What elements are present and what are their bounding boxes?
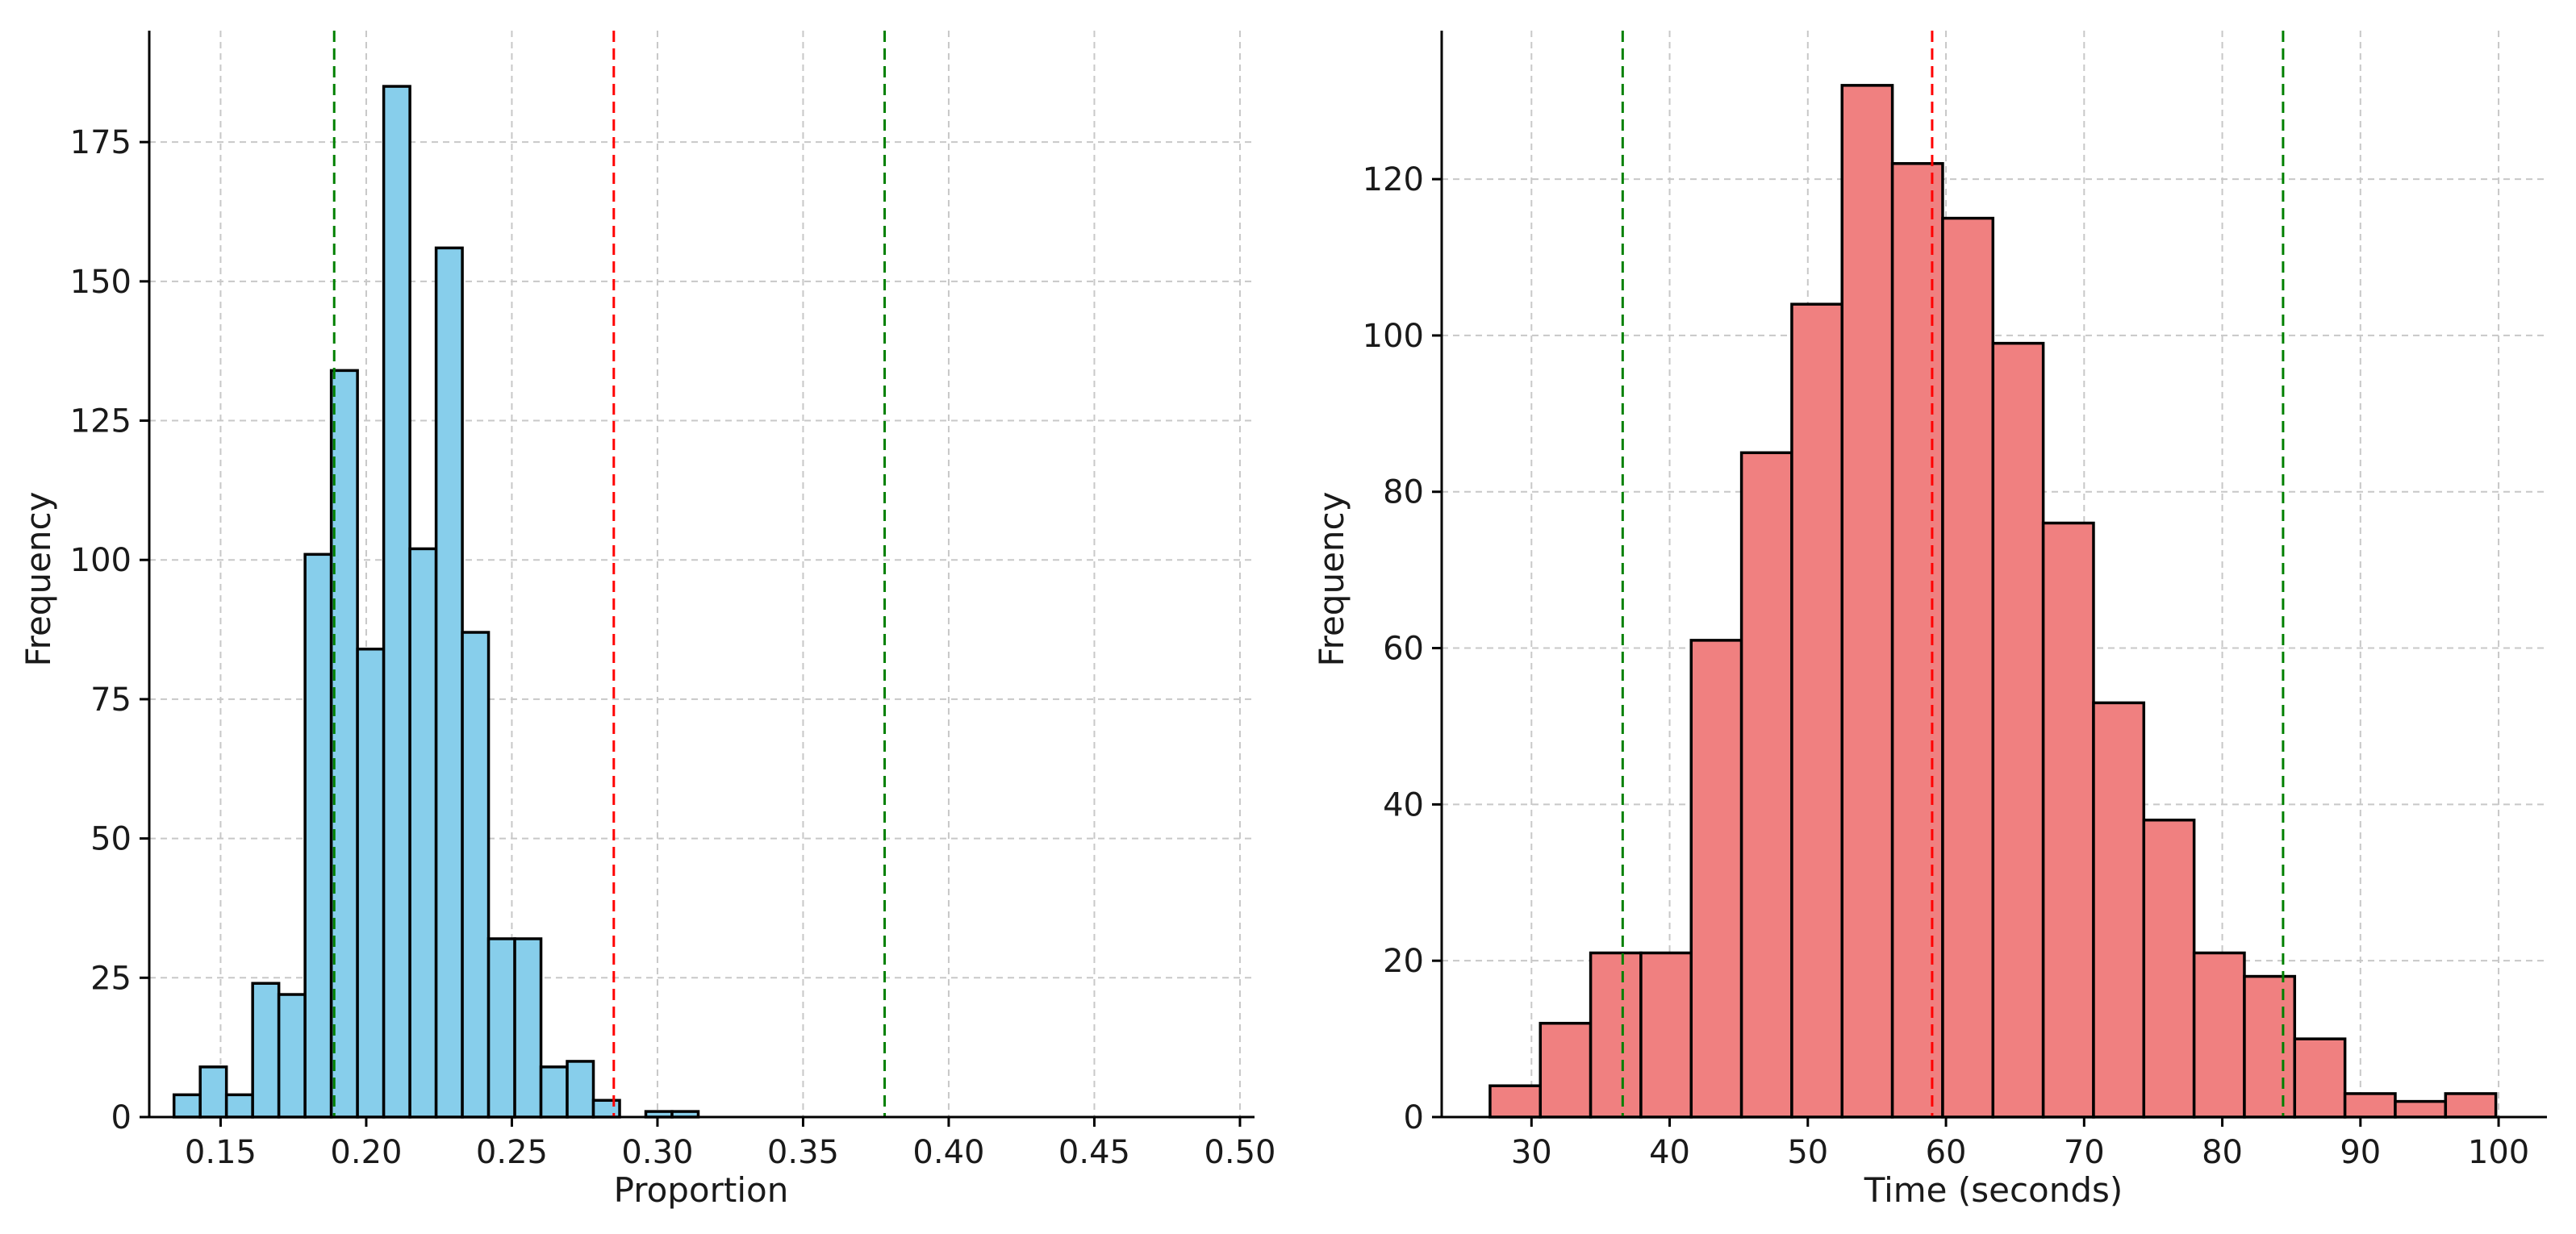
bar-time-18 xyxy=(2394,1099,2448,1119)
y-tick-label-time-2: 40 xyxy=(1383,786,1424,823)
bar-proportion-5 xyxy=(303,552,333,1119)
x-tick-label-proportion-1: 0.20 xyxy=(330,1134,402,1171)
reference-lines-proportion xyxy=(332,31,887,1117)
y-axis-label-proportion: Frequency xyxy=(19,492,58,667)
x-tick-label-proportion-0: 0.15 xyxy=(185,1134,257,1171)
bar-proportion-15 xyxy=(566,1060,595,1119)
bar-time-4 xyxy=(1689,639,1743,1119)
bar-time-19 xyxy=(2444,1092,2498,1119)
y-tick-label-time-0: 0 xyxy=(1404,1099,1424,1136)
x-tick-label-time-3: 60 xyxy=(1926,1134,1967,1171)
bar-time-16 xyxy=(2293,1037,2347,1119)
bar-time-9 xyxy=(1941,216,1995,1119)
bar-time-7 xyxy=(1840,84,1894,1119)
bar-time-5 xyxy=(1739,451,1793,1119)
bar-proportion-0 xyxy=(172,1093,202,1119)
x-axis-label-time: Time (seconds) xyxy=(1864,1170,2123,1210)
bar-time-14 xyxy=(2192,951,2246,1119)
x-axis-label-proportion: Proportion xyxy=(614,1170,789,1210)
bar-proportion-14 xyxy=(539,1065,569,1119)
bar-proportion-1 xyxy=(198,1065,228,1119)
bar-proportion-16 xyxy=(591,1099,621,1119)
x-tick-label-proportion-4: 0.35 xyxy=(767,1134,839,1171)
bar-proportion-3 xyxy=(251,982,281,1119)
bar-proportion-8 xyxy=(382,85,411,1119)
x-tick-label-proportion-7: 0.50 xyxy=(1204,1134,1275,1171)
bar-proportion-4 xyxy=(277,993,307,1119)
y-tick-label-proportion-5: 125 xyxy=(70,403,132,440)
bar-time-6 xyxy=(1790,302,1844,1119)
ticks-time: 30 40 50 60 70 80 90 100 0 20 40 60 80 100 120 xyxy=(1363,161,2530,1171)
bar-proportion-7 xyxy=(356,648,386,1119)
bar-time-8 xyxy=(1890,161,1944,1119)
y-tick-label-time-1: 20 xyxy=(1383,943,1424,980)
bar-time-12 xyxy=(2092,701,2146,1119)
bar-time-11 xyxy=(2041,521,2095,1119)
x-tick-label-proportion-6: 0.45 xyxy=(1058,1134,1130,1171)
histogram-time: 30 40 50 60 70 80 90 100 0 20 40 60 80 100 120 Time (s… xyxy=(1312,31,2547,1210)
bar-proportion-2 xyxy=(224,1093,254,1119)
axes-time xyxy=(1440,31,2547,1119)
bars-proportion xyxy=(172,85,700,1119)
y-tick-label-time-3: 60 xyxy=(1383,631,1424,668)
x-tick-label-time-4: 70 xyxy=(2064,1134,2105,1171)
x-tick-label-time-7: 100 xyxy=(2468,1134,2529,1171)
ticks-proportion: 0.15 0.20 0.25 0.30 0.35 0.40 0.45 0.50 0 25 50 75 1… xyxy=(70,124,1276,1171)
y-tick-label-proportion-4: 100 xyxy=(70,542,132,579)
x-tick-label-time-0: 30 xyxy=(1511,1134,1552,1171)
bar-proportion-11 xyxy=(461,631,491,1119)
y-axis-label-time: Frequency xyxy=(1312,492,1351,667)
bar-time-0 xyxy=(1488,1084,1543,1119)
x-tick-label-proportion-5: 0.40 xyxy=(912,1134,984,1171)
bar-proportion-12 xyxy=(486,937,516,1119)
y-tick-label-proportion-1: 25 xyxy=(90,960,132,997)
y-tick-label-time-6: 120 xyxy=(1363,161,1424,198)
y-tick-label-time-4: 80 xyxy=(1383,474,1424,511)
bar-time-10 xyxy=(1991,341,2045,1119)
histogram-proportion: 0.15 0.20 0.25 0.30 0.35 0.40 0.45 0.50 0 25 50 75 1… xyxy=(19,31,1275,1210)
x-tick-label-proportion-2: 0.25 xyxy=(476,1134,548,1171)
y-tick-label-proportion-7: 175 xyxy=(70,124,132,161)
x-tick-label-proportion-3: 0.30 xyxy=(621,1134,693,1171)
y-tick-label-proportion-6: 150 xyxy=(70,264,132,301)
axes-proportion xyxy=(148,31,1255,1119)
bar-time-2 xyxy=(1589,951,1643,1119)
y-tick-label-proportion-0: 0 xyxy=(111,1099,132,1136)
y-tick-label-proportion-3: 75 xyxy=(90,682,132,719)
x-tick-label-time-1: 40 xyxy=(1649,1134,1690,1171)
x-tick-label-time-6: 90 xyxy=(2340,1134,2381,1171)
bar-time-17 xyxy=(2343,1092,2397,1119)
bar-time-3 xyxy=(1639,951,1693,1119)
y-tick-label-time-5: 100 xyxy=(1363,318,1424,355)
bar-proportion-13 xyxy=(513,937,543,1119)
x-tick-label-time-2: 50 xyxy=(1787,1134,1828,1171)
bar-time-15 xyxy=(2243,974,2297,1119)
bar-time-1 xyxy=(1539,1021,1593,1119)
reference-lines-time xyxy=(1621,31,2285,1117)
bar-proportion-9 xyxy=(408,547,438,1119)
bar-time-13 xyxy=(2142,819,2196,1119)
x-tick-label-time-5: 80 xyxy=(2202,1134,2243,1171)
y-tick-label-proportion-2: 50 xyxy=(90,821,132,858)
bar-proportion-10 xyxy=(434,246,464,1119)
